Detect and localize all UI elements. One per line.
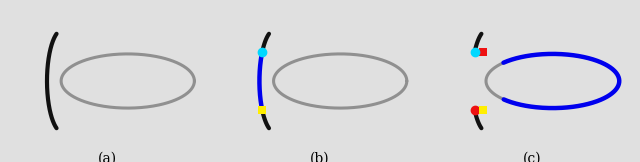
Text: (b): (b) (310, 151, 330, 162)
Text: (a): (a) (98, 151, 117, 162)
Text: (c): (c) (523, 151, 541, 162)
